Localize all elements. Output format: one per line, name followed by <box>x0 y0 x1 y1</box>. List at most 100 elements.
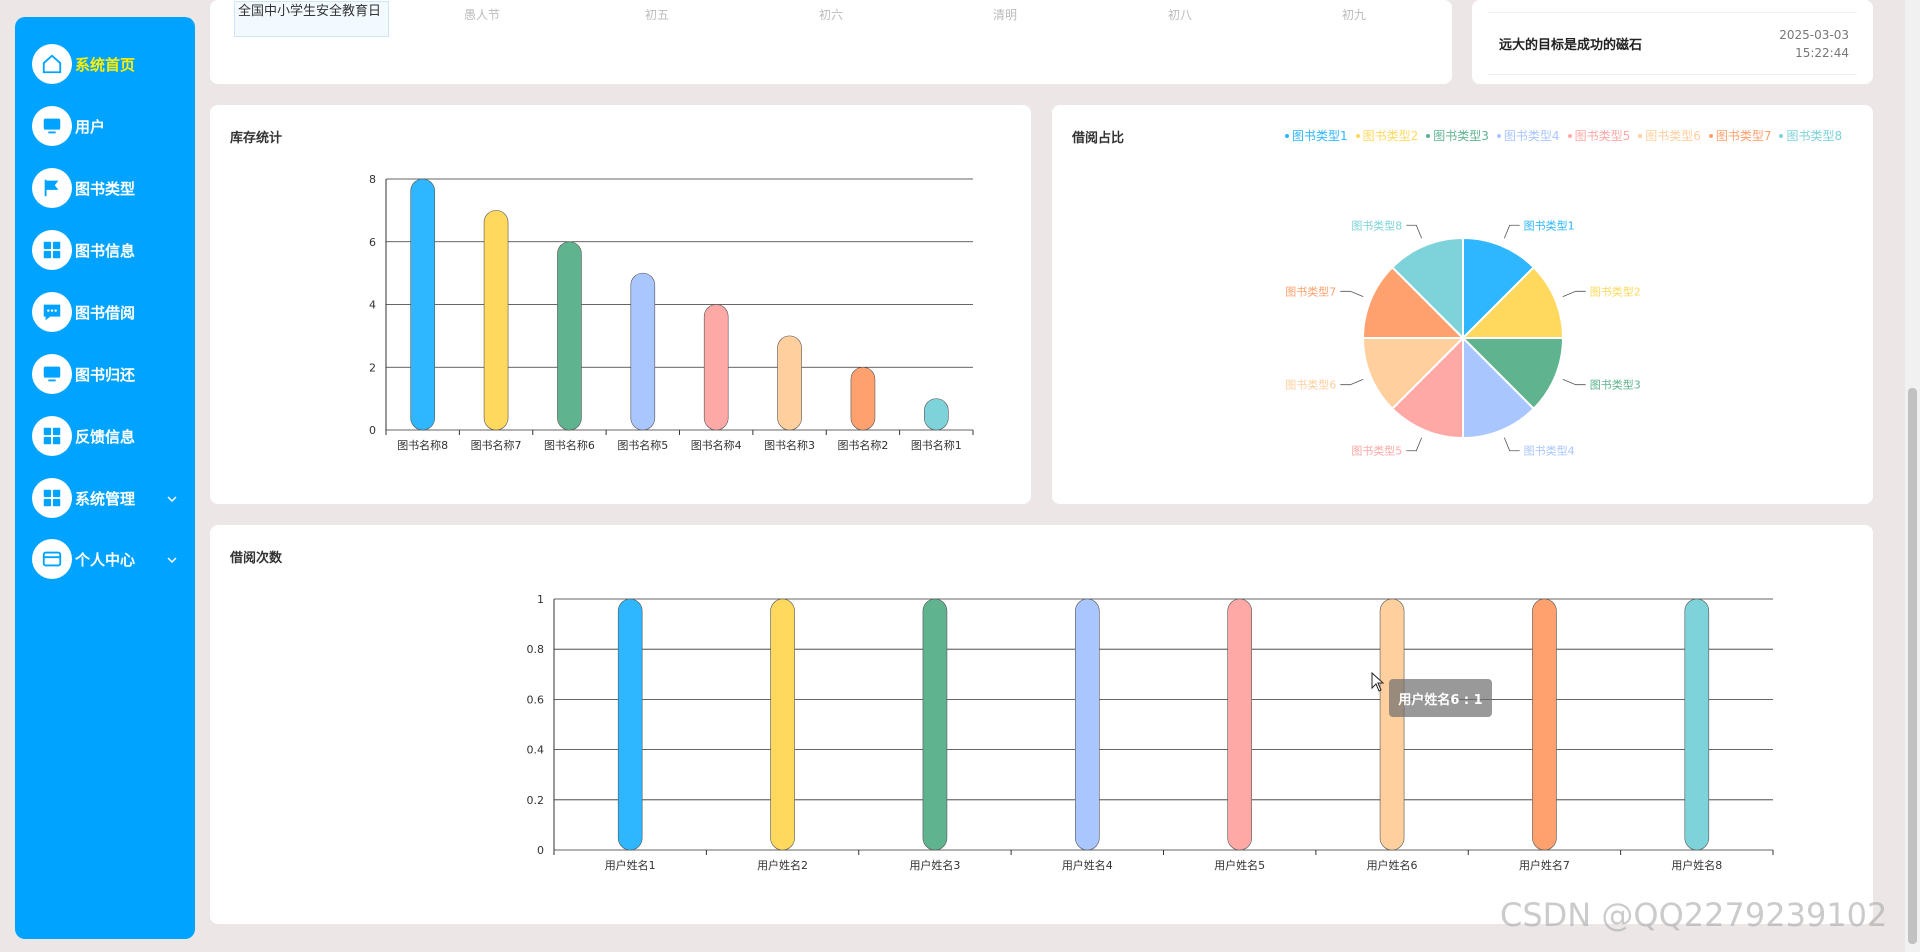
bar <box>1379 598 1405 851</box>
x-tick-label: 用户姓名5 <box>1214 858 1265 872</box>
home-icon <box>32 44 72 84</box>
calendar-cell[interactable]: 初九 <box>1341 8 1366 22</box>
notice-card: 远大的目标是成功的磁石 2025-03-03 15:22:44 <box>1472 0 1873 84</box>
pie-label-line <box>1340 290 1364 298</box>
bar <box>1227 598 1252 851</box>
pie-slice <box>1391 337 1464 439</box>
watermark: CSDN @QQ2279239102 <box>1500 896 1888 934</box>
pie-label: 图书类型8 <box>1351 218 1402 232</box>
x-tick-label: 图书名称6 <box>544 438 595 452</box>
borrow-chart-card: 借阅次数 <box>210 525 1873 924</box>
chevron-down-icon <box>166 551 178 570</box>
bar <box>557 241 582 431</box>
sidebar-item-label: 个人中心 <box>75 550 136 569</box>
bar <box>924 398 949 431</box>
legend-label: 图书类型8 <box>1786 129 1843 143</box>
x-tick-label: 用户姓名8 <box>1671 858 1722 872</box>
pie-slice <box>1362 337 1464 410</box>
mouse-cursor-icon <box>1371 672 1385 692</box>
grid-icon <box>32 416 72 456</box>
legend-item[interactable]: 图书类型6 <box>1638 127 1701 144</box>
bar <box>770 598 795 851</box>
sidebar-item-8[interactable]: 系统管理 <box>32 476 192 520</box>
sidebar-item-6[interactable]: 图书归还 <box>32 352 192 396</box>
sidebar: 系统首页用户图书类型图书信息图书借阅图书归还反馈信息系统管理个人中心 <box>15 17 195 939</box>
sidebar-item-label: 图书信息 <box>75 241 136 260</box>
pie-label: 图书类型5 <box>1351 444 1402 458</box>
pie-slice <box>1462 237 1535 339</box>
divider <box>1488 12 1857 13</box>
x-tick-label: 图书名称2 <box>837 438 888 452</box>
sidebar-item-label: 图书类型 <box>75 179 136 198</box>
legend-item[interactable]: 图书类型1 <box>1285 127 1348 144</box>
pie-slice <box>1362 266 1464 339</box>
legend-item[interactable]: 图书类型2 <box>1355 127 1418 144</box>
scrollbar[interactable] <box>1905 0 1920 952</box>
borrow-bar-chart: 0 0.2 0.4 0.6 0.8 1 用户姓名1 用户姓名2 用户姓名3 用户姓名4 用户姓名5 用… <box>527 593 1774 872</box>
sidebar-item-9[interactable]: 个人中心 <box>32 537 192 581</box>
legend-label: 图书类型4 <box>1503 129 1560 143</box>
legend-item[interactable]: 图书类型4 <box>1496 127 1560 144</box>
sidebar-item-7[interactable]: 反馈信息 <box>32 414 192 458</box>
bar <box>703 304 729 431</box>
sidebar-item-label: 图书借阅 <box>75 303 136 322</box>
legend-dot-icon <box>1355 133 1360 138</box>
notice-date: 2025-03-03 <box>1779 28 1849 42</box>
legend-dot-icon <box>1426 133 1431 138</box>
sidebar-item-1[interactable]: 系统首页 <box>32 42 192 86</box>
notice-title[interactable]: 远大的目标是成功的磁石 <box>1499 38 1643 53</box>
pie-label-line <box>1503 224 1520 239</box>
sidebar-item-label: 系统首页 <box>75 55 136 74</box>
grid-icon <box>32 230 72 270</box>
notice-time: 15:22:44 <box>1795 46 1849 60</box>
pie-label: 图书类型1 <box>1524 218 1575 232</box>
pie-slice <box>1462 337 1535 439</box>
scrollbar-thumb[interactable] <box>1908 388 1917 944</box>
calendar-cell[interactable]: 初八 <box>1167 8 1192 22</box>
divider <box>1488 74 1857 75</box>
calendar-cell-selected[interactable]: 全国中小学生安全教育日 <box>234 1 389 37</box>
legend-item[interactable]: 图书类型3 <box>1426 127 1489 144</box>
pie-label-line <box>1406 224 1423 239</box>
calendar-cell[interactable]: 清明 <box>992 8 1017 22</box>
legend-item[interactable]: 图书类型7 <box>1708 127 1772 144</box>
x-tick-label: 用户姓名6 <box>1367 858 1418 872</box>
sidebar-item-label: 图书归还 <box>75 365 136 384</box>
y-tick-label: 0.8 <box>527 643 545 656</box>
legend-label: 图书类型7 <box>1715 129 1772 143</box>
legend-dot-icon <box>1567 133 1572 138</box>
pie-label: 图书类型2 <box>1590 284 1641 298</box>
calendar-cell[interactable]: 初六 <box>818 8 843 22</box>
calendar-cell[interactable]: 愚人节 <box>463 8 500 22</box>
x-tick-label: 图书名称4 <box>691 438 742 452</box>
sidebar-item-2[interactable]: 用户 <box>32 104 192 148</box>
legend-label: 图书类型6 <box>1645 129 1701 143</box>
bar <box>922 598 948 851</box>
legend-dot-icon <box>1496 133 1501 138</box>
x-tick-label: 图书名称1 <box>911 438 962 452</box>
sidebar-item-label: 系统管理 <box>75 489 136 508</box>
legend-dot-icon <box>1638 133 1643 138</box>
pie-label-line <box>1562 378 1586 386</box>
y-tick-label: 0.4 <box>527 744 545 757</box>
legend-label: 图书类型3 <box>1433 129 1489 143</box>
sidebar-item-5[interactable]: 图书借阅 <box>32 290 192 334</box>
pie-legend: 图书类型1 图书类型2 图书类型3 图书类型4 图书类型5 图书类型6 图书类型7 图书类型8 <box>1285 127 1842 144</box>
pie-label-line <box>1503 437 1520 452</box>
pie-label-line <box>1562 290 1586 298</box>
calendar-cell[interactable]: 初五 <box>644 8 669 22</box>
bar <box>483 210 509 431</box>
legend-item[interactable]: 图书类型5 <box>1567 127 1630 144</box>
sidebar-item-4[interactable]: 图书信息 <box>32 228 192 272</box>
x-tick-label: 用户姓名1 <box>605 858 656 872</box>
sidebar-item-3[interactable]: 图书类型 <box>32 166 192 210</box>
y-tick-label: 0.2 <box>527 794 545 807</box>
calendar-card: 全国中小学生安全教育日 愚人节 初五 初六 清明 初八 初九 <box>210 0 1452 84</box>
legend-item[interactable]: 图书类型8 <box>1779 127 1842 144</box>
ratio-pie-chart: 图书类型1 图书类型2 图书类型3 图书类型4 图书类型5 图书类型6 图书类型7 图书类型8 <box>1285 218 1641 458</box>
y-tick-label: 8 <box>369 173 376 186</box>
sidebar-item-label: 反馈信息 <box>75 427 136 446</box>
card-icon <box>32 539 72 579</box>
pie-label: 图书类型4 <box>1524 444 1575 458</box>
borrow-chart-title: 借阅次数 <box>230 551 283 566</box>
